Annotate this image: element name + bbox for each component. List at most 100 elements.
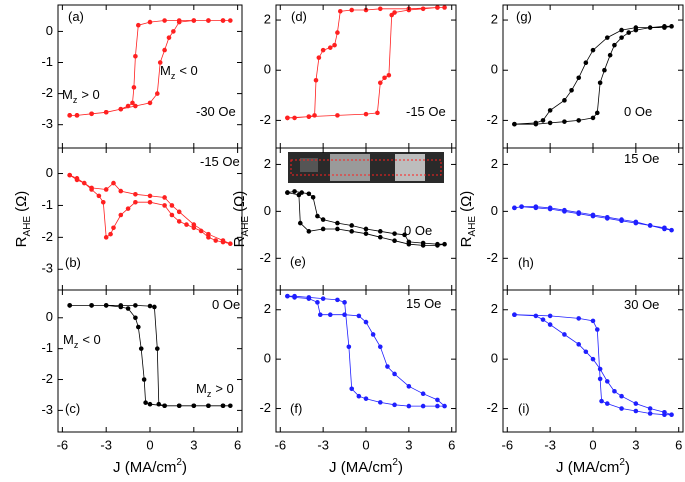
y-tick-label: 0 [264, 62, 271, 77]
x-tick-label: -6 [275, 437, 287, 452]
data-point [67, 172, 72, 178]
data-point [540, 317, 546, 322]
y-axis-label-symbol: R [458, 236, 475, 247]
data-point [562, 119, 567, 124]
annotation-text: (e) [290, 254, 306, 269]
data-point [349, 229, 355, 234]
data-point [320, 217, 326, 222]
annotation: (d) [291, 9, 307, 24]
inset-micrograph [288, 152, 444, 183]
data-point [131, 85, 137, 90]
data-point [143, 400, 148, 405]
data-point [320, 296, 326, 301]
annotation-text: (a) [68, 9, 84, 24]
data-point [420, 391, 426, 397]
data-point [583, 349, 589, 355]
data-point [363, 319, 369, 325]
data-point [74, 113, 80, 118]
annotation-text: (c) [65, 401, 80, 416]
x-axis-label-text: J (MA/cm [556, 459, 619, 476]
annotation: (i) [518, 401, 530, 416]
annotation-text: (h) [518, 255, 534, 270]
data-point [176, 403, 182, 409]
data-point [157, 60, 163, 65]
data-point [335, 113, 340, 118]
annotation-text: 0 Oe [624, 104, 652, 119]
y-axis-label-unit: (Ω) [458, 191, 475, 212]
inset-patch [300, 158, 318, 172]
data-point [220, 18, 226, 23]
data-point [619, 393, 624, 399]
data-point [512, 121, 517, 127]
annotation: (a) [68, 9, 84, 24]
x-tick-label: 3 [190, 437, 197, 452]
data-point [315, 213, 320, 219]
data-point [597, 80, 603, 86]
data-point [133, 53, 138, 59]
x-tick-label: -6 [57, 437, 69, 452]
data-point [125, 206, 131, 211]
data-point [356, 313, 362, 319]
data-point [162, 18, 167, 23]
y-tick-label: -2 [41, 371, 53, 386]
data-point [562, 332, 567, 337]
y-tick-label: 0 [491, 62, 498, 77]
x-tick-label: -3 [544, 437, 556, 452]
data-point [118, 304, 124, 310]
data-point [156, 401, 162, 407]
annotation: Mz < 0 [160, 63, 198, 81]
data-point [590, 318, 596, 324]
y-tick-label: 0 [491, 351, 498, 366]
x-axis-label-text: ) [182, 459, 187, 476]
y-axis-label-symbol: R [231, 236, 248, 247]
data-point [342, 300, 347, 305]
data-point [590, 356, 596, 362]
data-point [312, 113, 317, 118]
data-point [191, 222, 197, 227]
data-point [169, 203, 175, 208]
data-point [162, 403, 167, 409]
data-point [647, 25, 653, 30]
annotation: (e) [290, 254, 306, 269]
data-point [576, 316, 582, 321]
annotation: 0 Oe [404, 223, 432, 238]
annotation-subscript: z [171, 71, 176, 81]
y-tick-label: 2 [264, 301, 271, 316]
data-point [184, 222, 189, 227]
data-point [385, 364, 390, 369]
data-point [316, 55, 322, 60]
data-point [306, 296, 312, 301]
y-tick-label: -3 [41, 261, 53, 276]
data-point [118, 106, 124, 112]
data-point [89, 185, 94, 191]
y-tick-label: -2 [41, 229, 53, 244]
data-point [669, 227, 674, 233]
data-point [547, 322, 553, 327]
annotation-text: > 0 [81, 87, 99, 102]
data-point [375, 110, 380, 116]
y-tick-label: 2 [264, 156, 271, 171]
data-point [81, 180, 87, 186]
data-point [67, 303, 72, 308]
data-point [547, 313, 553, 319]
data-point [133, 303, 138, 308]
data-point [435, 243, 440, 248]
annotation-text: < 0 [179, 63, 197, 78]
y-axis-label: RAHE (Ω) [13, 191, 33, 248]
y-axis-label-unit: (Ω) [231, 191, 248, 212]
y-tick-label: 0 [264, 351, 271, 366]
x-tick-label: 0 [589, 437, 596, 452]
data-point [147, 193, 153, 199]
annotation: -30 Oe [196, 104, 236, 119]
data-point [547, 120, 553, 126]
data-point [533, 120, 539, 126]
data-point [392, 10, 397, 15]
data-point [147, 303, 153, 309]
data-point [377, 344, 383, 350]
data-point [402, 232, 407, 238]
data-point [435, 397, 440, 403]
annotation-text: (i) [518, 401, 530, 416]
data-point [435, 5, 440, 10]
data-point [576, 342, 582, 347]
data-point [306, 229, 312, 234]
